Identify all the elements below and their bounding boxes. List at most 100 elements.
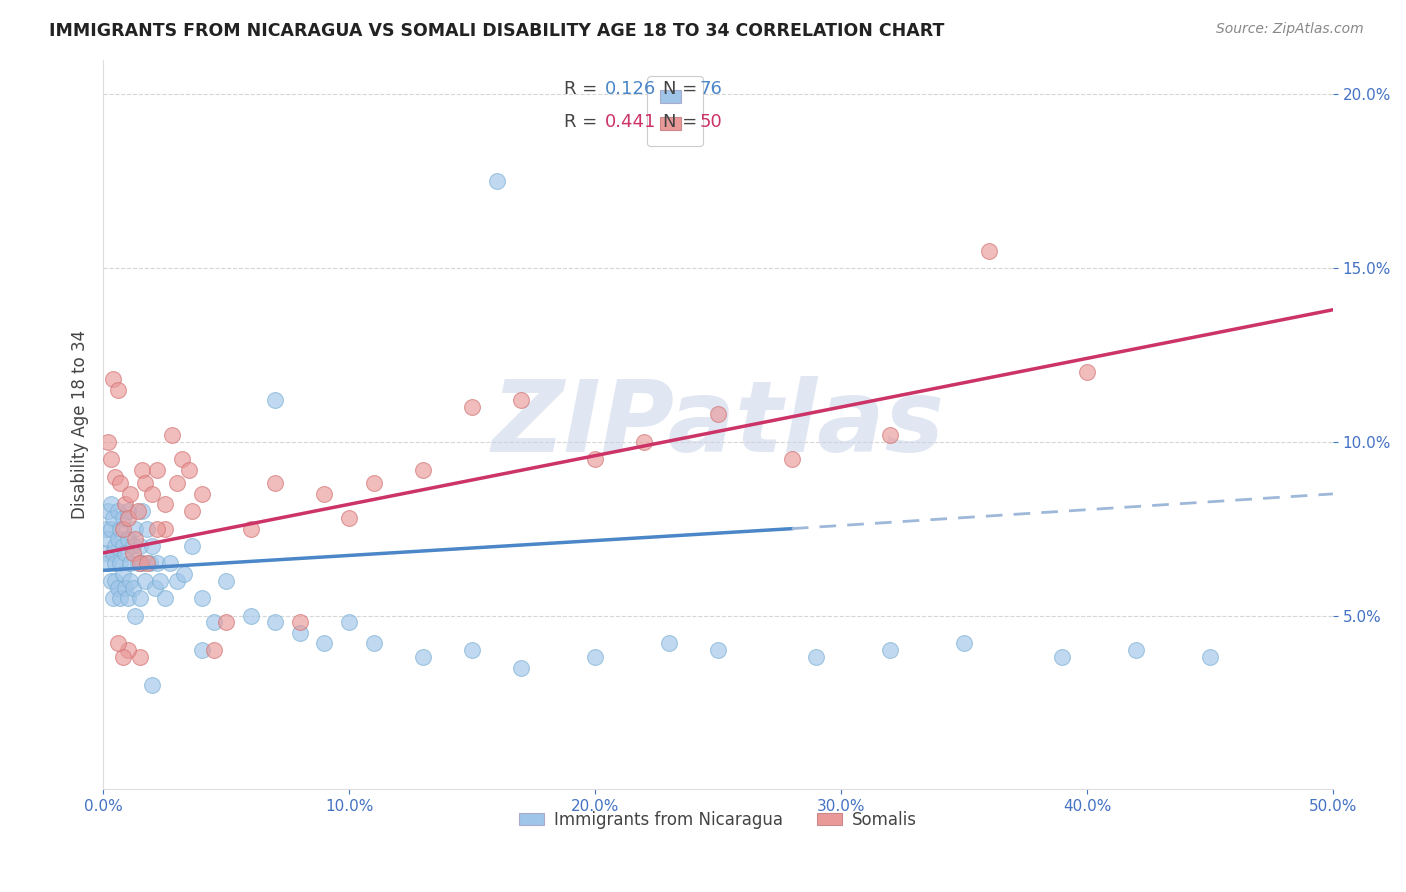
Point: [633, 434, 655, 449]
Point: [780, 452, 803, 467]
Point: [170, 452, 193, 467]
Point: [141, 487, 163, 501]
Text: 0.441: 0.441: [605, 112, 657, 130]
Text: 50: 50: [700, 112, 723, 130]
Point: [707, 407, 730, 421]
Point: [179, 462, 201, 476]
Point: [129, 557, 152, 571]
Point: [180, 504, 202, 518]
Point: [101, 591, 124, 606]
Point: [412, 650, 434, 665]
Point: [120, 487, 142, 501]
Point: [107, 504, 129, 518]
Point: [131, 504, 153, 518]
Point: [107, 532, 129, 546]
Point: [264, 393, 287, 408]
Point: [111, 539, 134, 553]
Point: [202, 643, 225, 657]
Point: [107, 581, 129, 595]
Point: [215, 615, 238, 630]
Point: [129, 650, 152, 665]
Point: [104, 539, 127, 553]
Point: [337, 615, 360, 630]
Point: [124, 532, 146, 546]
Point: [110, 557, 132, 571]
Point: [412, 462, 434, 476]
Point: [363, 476, 385, 491]
Point: [153, 522, 176, 536]
Point: [120, 557, 142, 571]
Point: [173, 566, 195, 581]
Point: [104, 557, 127, 571]
Point: [264, 615, 287, 630]
Text: N =: N =: [662, 112, 703, 130]
Point: [101, 511, 124, 525]
Point: [879, 427, 901, 442]
Point: [806, 650, 828, 665]
Point: [239, 608, 262, 623]
Point: [166, 574, 188, 588]
Point: [114, 581, 136, 595]
Point: [136, 557, 159, 571]
Point: [117, 504, 139, 518]
Point: [510, 393, 533, 408]
Point: [510, 660, 533, 674]
Point: [1125, 643, 1147, 657]
Point: [97, 557, 120, 571]
Point: [1052, 650, 1074, 665]
Point: [202, 615, 225, 630]
Point: [1076, 365, 1098, 379]
Text: 76: 76: [700, 79, 723, 98]
Point: [104, 469, 127, 483]
Y-axis label: Disability Age 18 to 34: Disability Age 18 to 34: [72, 330, 89, 519]
Point: [107, 383, 129, 397]
Point: [879, 643, 901, 657]
Text: IMMIGRANTS FROM NICARAGUA VS SOMALI DISABILITY AGE 18 TO 34 CORRELATION CHART: IMMIGRANTS FROM NICARAGUA VS SOMALI DISA…: [49, 22, 945, 40]
Point: [100, 497, 122, 511]
Point: [139, 557, 162, 571]
Point: [111, 566, 134, 581]
Point: [190, 487, 212, 501]
Point: [127, 557, 149, 571]
Text: R =: R =: [564, 79, 603, 98]
Point: [127, 504, 149, 518]
Point: [146, 557, 169, 571]
Text: 0.126: 0.126: [605, 79, 657, 98]
Point: [134, 574, 156, 588]
Point: [977, 244, 1000, 258]
Point: [136, 522, 159, 536]
Point: [117, 643, 139, 657]
Point: [239, 522, 262, 536]
Point: [337, 511, 360, 525]
Point: [264, 476, 287, 491]
Point: [121, 581, 143, 595]
Point: [97, 532, 120, 546]
Point: [707, 643, 730, 657]
Point: [143, 581, 166, 595]
Point: [114, 546, 136, 560]
Point: [461, 400, 484, 414]
Point: [658, 636, 681, 650]
Point: [190, 643, 212, 657]
Point: [149, 574, 172, 588]
Point: [120, 574, 142, 588]
Point: [159, 557, 181, 571]
Point: [121, 546, 143, 560]
Point: [583, 452, 606, 467]
Point: [129, 539, 152, 553]
Point: [114, 497, 136, 511]
Point: [363, 636, 385, 650]
Point: [101, 546, 124, 560]
Point: [160, 427, 183, 442]
Point: [146, 522, 169, 536]
Point: [124, 522, 146, 536]
Text: Source: ZipAtlas.com: Source: ZipAtlas.com: [1216, 22, 1364, 37]
Point: [314, 636, 336, 650]
Point: [110, 522, 132, 536]
Point: [117, 511, 139, 525]
Point: [110, 476, 132, 491]
Point: [100, 452, 122, 467]
Point: [94, 522, 117, 536]
Point: [129, 591, 152, 606]
Text: N =: N =: [662, 79, 703, 98]
